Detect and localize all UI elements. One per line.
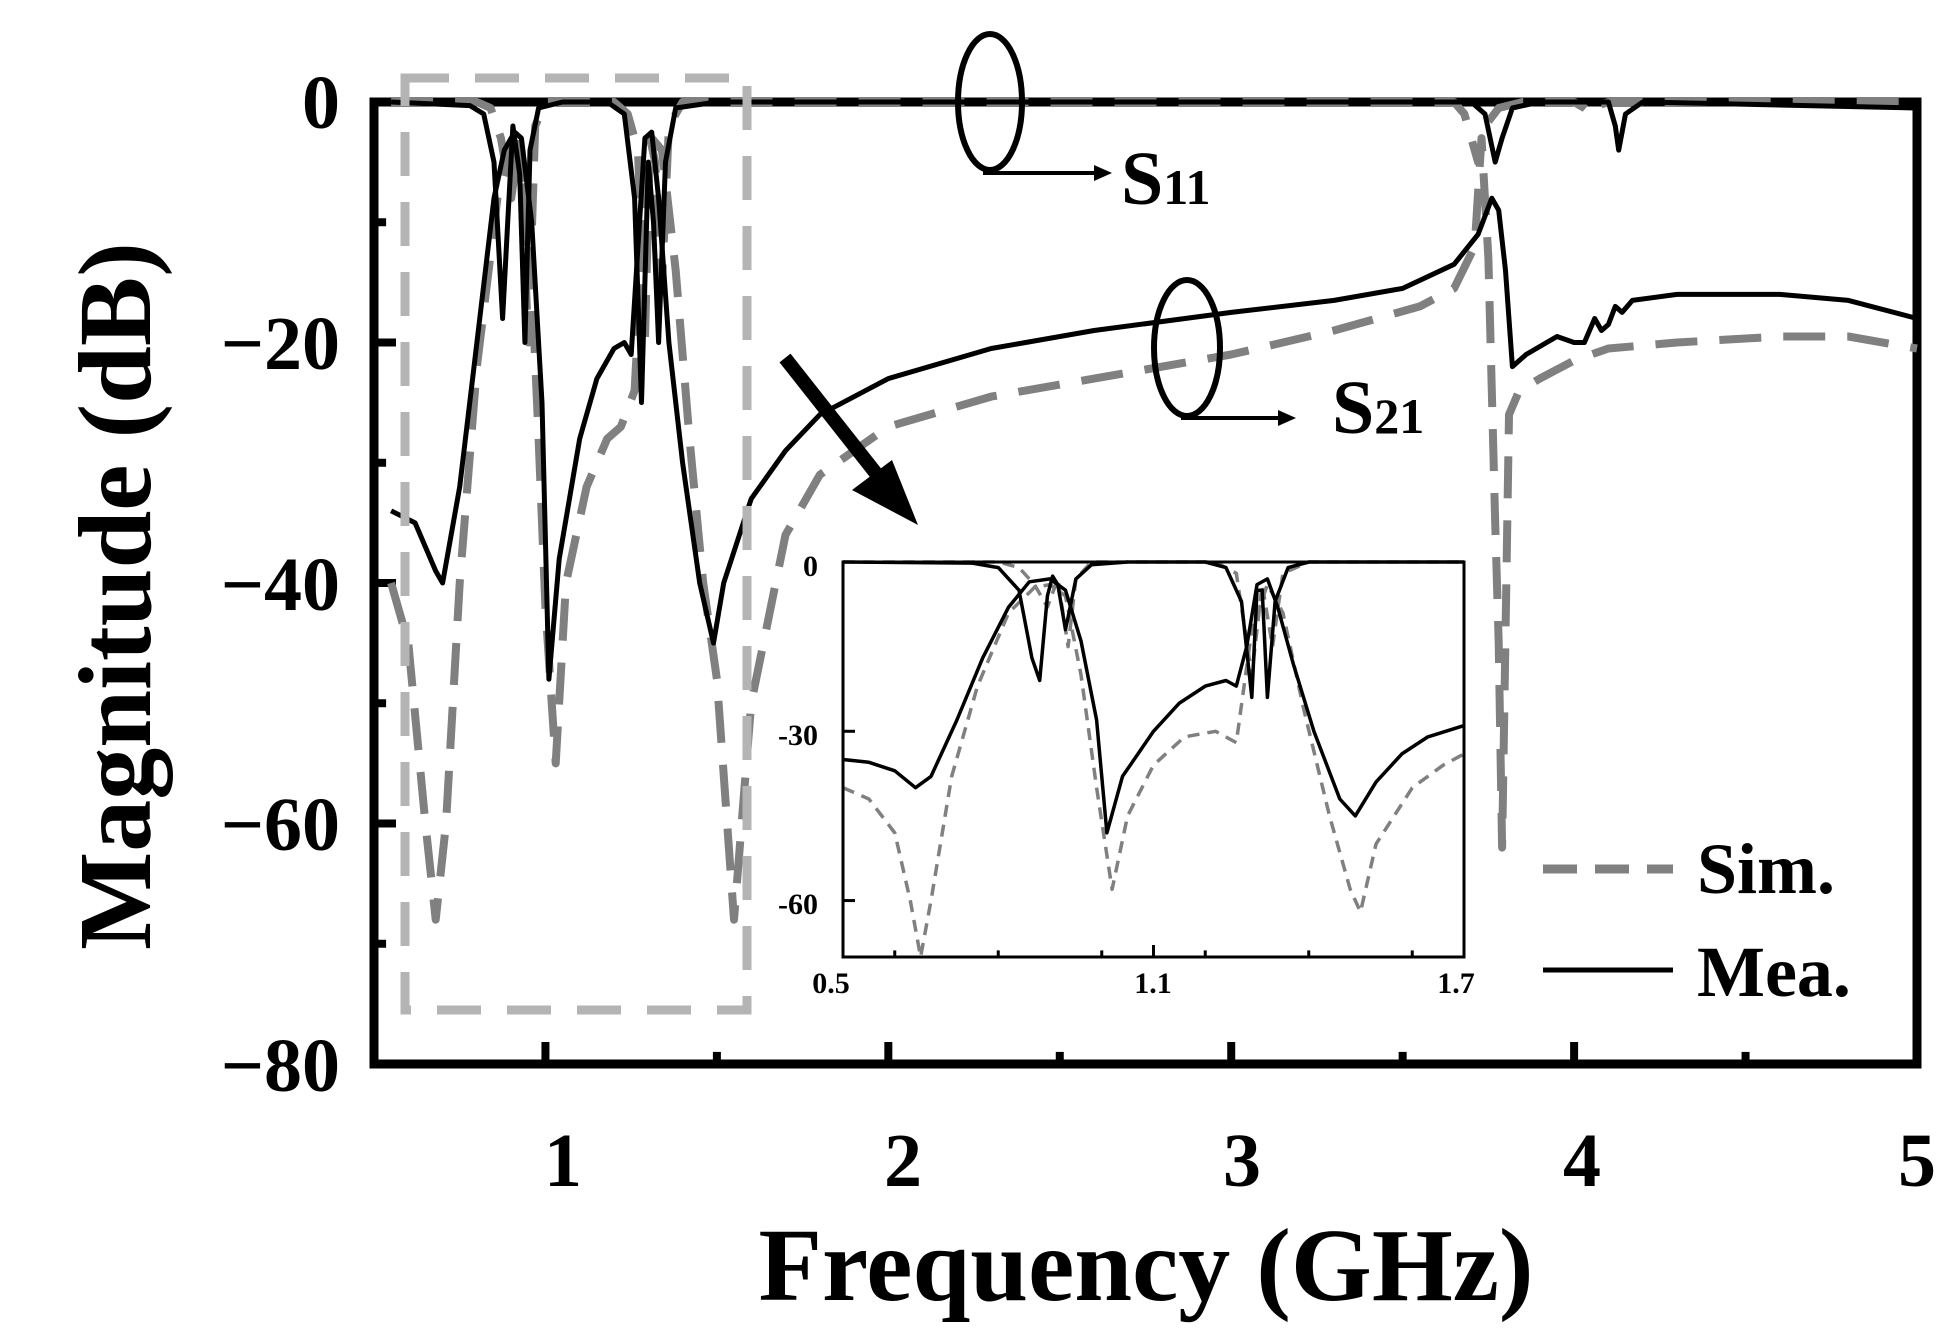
s11-loop-marker bbox=[955, 31, 1025, 173]
y-tick-label-2: −40 bbox=[221, 543, 340, 627]
s11-label-subscript: 11 bbox=[1163, 159, 1210, 215]
inset-series-mea-s21 bbox=[842, 577, 1465, 835]
inset-y-tick-label-0: 0 bbox=[803, 550, 818, 583]
x-tick-label-3: 4 bbox=[1563, 1119, 1601, 1203]
x-tick-label-1: 2 bbox=[884, 1119, 922, 1203]
x-tick-label-4: 5 bbox=[1898, 1119, 1936, 1203]
legend-label-sim: Sim. bbox=[1697, 829, 1835, 909]
inset-y-tick-label-2: -60 bbox=[778, 888, 818, 921]
inset-x-tick-label-0: 0.5 bbox=[812, 967, 850, 1000]
zoom-arrow-head bbox=[852, 460, 918, 525]
inset-chart: 0 -30 -60 0.5 1.1 1.7 bbox=[778, 550, 1475, 1000]
y-axis-title: Magnitude (dB) bbox=[58, 242, 173, 950]
s21-label-subscript: 21 bbox=[1374, 388, 1424, 444]
inset-x-tick-label-1: 1.1 bbox=[1134, 967, 1172, 1000]
s11-label: S11 bbox=[1121, 137, 1211, 221]
main-plot-series bbox=[387, 98, 1918, 924]
legend-label-mea: Mea. bbox=[1697, 932, 1851, 1012]
x-tick-label-0: 1 bbox=[544, 1119, 582, 1203]
legend: Sim. Mea. bbox=[1543, 829, 1851, 1012]
main-axis-ticks bbox=[370, 98, 1921, 1068]
zoom-arrow bbox=[779, 353, 918, 525]
inset-axis-ticks bbox=[841, 560, 1466, 957]
zoom-arrow-shaft bbox=[779, 353, 888, 486]
s11-arrowhead bbox=[1094, 165, 1112, 181]
s11-label-main: S bbox=[1121, 137, 1163, 221]
s21-arrowhead bbox=[1278, 410, 1296, 426]
inset-series-sim-s21 bbox=[842, 582, 1465, 959]
main-series-mea-s21 bbox=[389, 129, 1918, 682]
inset-y-tick-label-1: -30 bbox=[778, 719, 818, 752]
s21-loop-marker bbox=[1151, 277, 1223, 419]
main-series-mea-s11 bbox=[390, 99, 1918, 406]
s21-annotation: S21 bbox=[1151, 277, 1424, 450]
y-tick-label-1: −20 bbox=[221, 302, 340, 386]
zoom-region-box bbox=[400, 73, 752, 1015]
inset-x-tick-label-2: 1.7 bbox=[1437, 967, 1475, 1000]
x-axis-title: Frequency (GHz) bbox=[758, 1208, 1533, 1323]
inset-background bbox=[843, 562, 1464, 957]
s21-label-main: S bbox=[1332, 366, 1374, 450]
x-tick-label-2: 3 bbox=[1223, 1119, 1261, 1203]
s11-annotation: S11 bbox=[955, 31, 1211, 221]
y-tick-label-3: −60 bbox=[221, 783, 340, 867]
s21-label: S21 bbox=[1332, 366, 1424, 450]
inset-series-sim-s11 bbox=[843, 560, 1464, 677]
y-tick-label-0: 0 bbox=[302, 61, 340, 145]
y-tick-label-4: −80 bbox=[221, 1024, 340, 1108]
